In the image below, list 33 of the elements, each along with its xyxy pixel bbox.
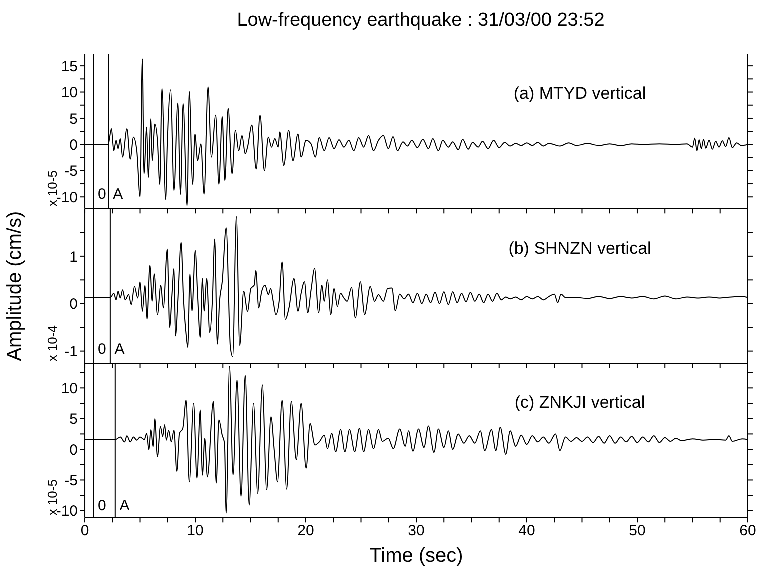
y-tick-label: 0 (70, 137, 78, 154)
annotation: A (113, 186, 124, 204)
annotation: (c) ZNKJI vertical (514, 393, 646, 412)
x-tick-label: 50 (629, 522, 646, 540)
y-tick-label: 10 (61, 84, 78, 102)
y-tick-label: 15 (61, 58, 78, 76)
y-axis-title: Amplitude (cm/s) (4, 211, 26, 361)
y-tick-label: 5 (70, 110, 78, 128)
annotation: 0 (98, 340, 106, 358)
x-tick-label: 10 (187, 522, 204, 540)
annotation: 0 (98, 186, 106, 204)
x-tick-label: 20 (298, 522, 314, 540)
y-tick-label: -1 (64, 343, 78, 360)
x-tick-label: 60 (740, 522, 756, 540)
x-tick-label: 30 (408, 522, 425, 540)
x-axis-title: Time (sec) (370, 545, 464, 567)
y-tick-label: 10 (61, 380, 78, 398)
x-tick-label: 0 (80, 522, 90, 540)
y-tick-label: -5 (64, 163, 78, 180)
y-tick-label: -5 (64, 472, 78, 490)
text: x 10-4 (45, 325, 60, 362)
annotation: 0 (98, 498, 106, 515)
annotation: A (120, 498, 130, 515)
y-tick-label: 0 (70, 296, 78, 313)
y-tick-label: 1 (70, 248, 78, 266)
x-tick-label: 40 (518, 522, 536, 540)
annotation: A (114, 340, 125, 358)
y-tick-label: 5 (70, 412, 78, 428)
y-tick-label: 0 (70, 442, 78, 460)
chart-title: Low-frequency earthquake : 31/03/00 23:52 (236, 10, 606, 32)
annotation: (a) MTYD vertical (514, 84, 646, 103)
annotation: (b) SHNZN vertical (508, 238, 652, 258)
line-series (85, 366, 748, 514)
